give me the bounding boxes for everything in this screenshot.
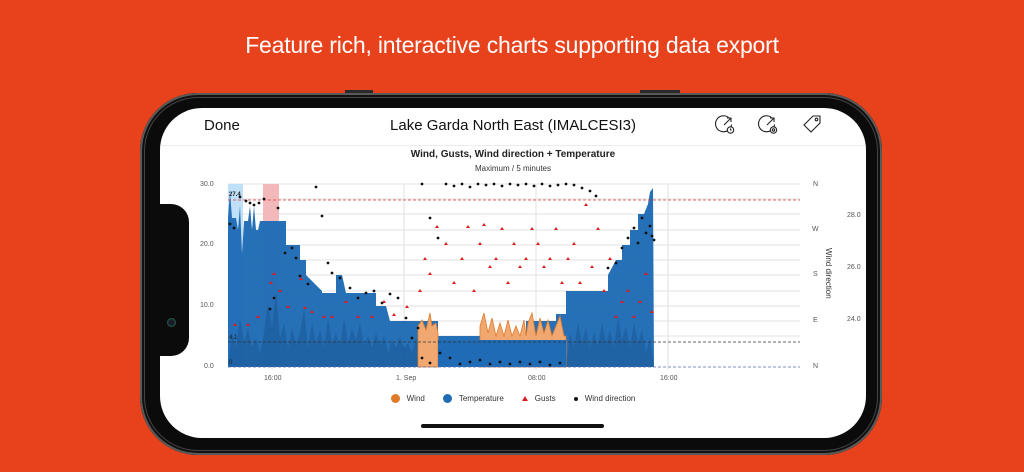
legend-item-wind-direction[interactable]: Wind direction <box>573 394 636 403</box>
avg-annotation: 4.1 <box>229 335 238 341</box>
page-title: Lake Garda North East (IMALCESI3) <box>390 117 636 134</box>
legend-label: Temperature <box>458 394 504 403</box>
tag-icon[interactable] <box>801 113 823 135</box>
temperature-tick: 26.0 <box>847 264 861 271</box>
legend-label: Gusts <box>534 394 556 403</box>
x-axis-tick: 08:00 <box>528 375 546 382</box>
x-axis-tick: 1. Sep <box>396 375 417 382</box>
max-annotation: 27.4 <box>229 192 241 198</box>
phone-side-button <box>640 90 680 93</box>
direction-tick: W <box>812 226 819 233</box>
dot-icon <box>573 396 578 401</box>
navbar: Done Lake Garda North East (IMALCESI3) <box>160 108 866 146</box>
direction-tick: N <box>813 181 819 188</box>
wind-legend-icon <box>390 394 400 403</box>
direction-tick: N <box>813 363 819 370</box>
chart-title: Wind, Gusts, Wind direction + Temperatur… <box>410 149 616 160</box>
legend-label: Wind <box>406 394 425 403</box>
done-button[interactable]: Done <box>204 117 240 134</box>
y-axis-tick: 20.0 <box>200 241 214 248</box>
camera-icon <box>167 318 176 327</box>
temperature-tick: 24.0 <box>847 316 861 323</box>
legend-label: Wind direction <box>584 394 636 403</box>
chart-subtitle: Maximum / 5 minutes <box>474 164 552 173</box>
direction-tick: E <box>813 317 818 324</box>
headline: Feature rich, interactive charts support… <box>245 32 779 58</box>
y-axis-tick: 30.0 <box>200 181 214 188</box>
phone-notch <box>159 204 189 356</box>
share-clock-icon[interactable] <box>714 113 736 135</box>
y-axis-tick: 10.0 <box>200 302 214 309</box>
legend-item-temperature[interactable]: Temperature <box>442 394 504 403</box>
y-axis-tick: 0.0 <box>204 363 214 370</box>
x-axis-tick: 16:00 <box>660 375 678 382</box>
temperature-legend-icon <box>442 394 452 403</box>
app-screen: Done Lake Garda North East (IMALCESI3) <box>160 108 866 438</box>
legend-item-gusts[interactable]: Gusts <box>521 394 556 403</box>
legend-item-wind[interactable]: Wind <box>390 394 425 403</box>
home-indicator[interactable] <box>421 424 604 428</box>
min-annotation: 0 <box>229 360 233 366</box>
x-axis-tick: 16:00 <box>264 375 282 382</box>
phone-side-button <box>345 90 373 93</box>
temperature-tick: 28.0 <box>847 212 861 219</box>
triangle-icon <box>521 395 528 401</box>
share-export-icon[interactable] <box>757 113 779 135</box>
chart-plot[interactable]: 27.4 4.1 0 <box>160 108 866 438</box>
chart-legend: Wind Temperature Gusts Wind direction <box>160 394 866 403</box>
direction-tick: S <box>813 271 818 278</box>
